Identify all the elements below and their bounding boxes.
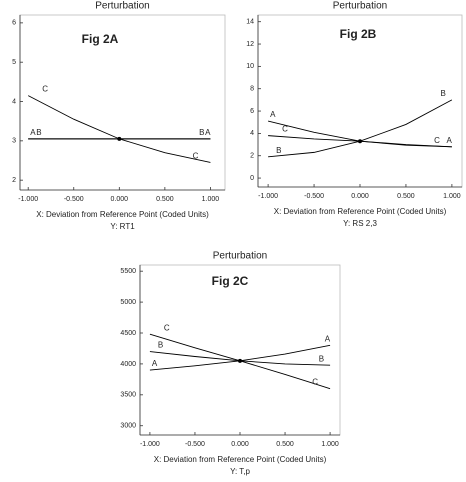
x-tick-label: -0.500 — [185, 441, 205, 448]
x-tick-label: -0.500 — [304, 193, 324, 200]
series-label: B — [319, 354, 324, 363]
y-tick-label: 8 — [250, 86, 254, 93]
x-axis-label: X: Deviation from Reference Point (Coded… — [154, 455, 327, 464]
x-tick-label: -1.000 — [258, 193, 278, 200]
series-label: B — [199, 128, 204, 137]
x-tick-label: -0.500 — [64, 196, 84, 203]
x-tick-label: 0.000 — [231, 441, 249, 448]
y-tick-label: 4 — [12, 98, 16, 105]
series-label: C — [434, 136, 440, 145]
y-tick-label: 14 — [246, 19, 254, 26]
y-tick-label: 3 — [12, 138, 16, 145]
series-line — [149, 344, 331, 371]
y-tick-label: 0 — [250, 175, 254, 182]
y-tick-label: 3500 — [120, 392, 136, 399]
series-label: A — [30, 128, 36, 137]
series-label: C — [282, 125, 288, 134]
y-tick-label: 3000 — [120, 423, 136, 430]
y-tick-label: 6 — [12, 20, 16, 27]
chart-title: Perturbation — [95, 1, 149, 12]
series-label: A — [447, 136, 453, 145]
x-tick-label: 1.000 — [443, 193, 461, 200]
x-tick-label: 0.500 — [276, 441, 294, 448]
series-line — [149, 351, 331, 366]
y-tick-label: 6 — [250, 108, 254, 115]
y-axis-label: Y: T,p — [230, 467, 250, 476]
figure-label: Fig 2A — [82, 32, 119, 46]
y-tick-label: 4000 — [120, 361, 136, 368]
series-label: B — [36, 128, 41, 137]
y-tick-label: 2 — [250, 153, 254, 160]
chart-title: Perturbation — [333, 1, 387, 12]
y-tick-label: 4 — [250, 130, 254, 137]
x-tick-label: -1.000 — [18, 196, 38, 203]
x-tick-label: 0.000 — [351, 193, 369, 200]
x-tick-label: 1.000 — [321, 441, 339, 448]
plot-frame — [19, 14, 226, 191]
y-tick-label: 5000 — [120, 299, 136, 306]
plot-frame — [139, 264, 341, 436]
y-axis-label: Y: RS 2,3 — [343, 219, 377, 228]
series-label: C — [193, 152, 199, 161]
figure-label: Fig 2B — [340, 27, 377, 41]
series-line — [27, 95, 211, 163]
x-tick-label: 1.000 — [202, 196, 220, 203]
x-axis-label: X: Deviation from Reference Point (Coded… — [274, 207, 447, 216]
y-tick-label: 2 — [12, 177, 16, 184]
series-label: C — [164, 323, 170, 332]
series-label: B — [158, 341, 163, 350]
series-label: A — [205, 128, 211, 137]
y-tick-label: 5 — [12, 59, 16, 66]
chart-title: Perturbation — [213, 251, 267, 262]
y-tick-label: 12 — [246, 41, 254, 48]
series-line — [268, 99, 453, 158]
series-label: B — [441, 89, 446, 98]
reference-point — [238, 358, 242, 363]
x-tick-label: 0.500 — [156, 196, 174, 203]
x-tick-label: -1.000 — [140, 441, 160, 448]
series-label: C — [42, 85, 48, 94]
x-tick-label: 0.000 — [111, 196, 129, 203]
series-label: A — [152, 359, 158, 368]
y-tick-label: 5500 — [120, 268, 136, 275]
x-axis-label: X: Deviation from Reference Point (Coded… — [36, 210, 209, 219]
series-label: A — [270, 110, 276, 119]
series-label: B — [276, 146, 281, 155]
figure-label: Fig 2C — [212, 274, 249, 288]
y-axis-label: Y: RT1 — [110, 222, 135, 231]
series-label: C — [312, 378, 318, 387]
x-tick-label: 0.500 — [397, 193, 415, 200]
series-label: A — [325, 334, 331, 343]
reference-point — [117, 136, 122, 141]
reference-point — [358, 139, 362, 144]
y-tick-label: 4500 — [120, 330, 136, 337]
y-tick-label: 10 — [246, 63, 254, 70]
